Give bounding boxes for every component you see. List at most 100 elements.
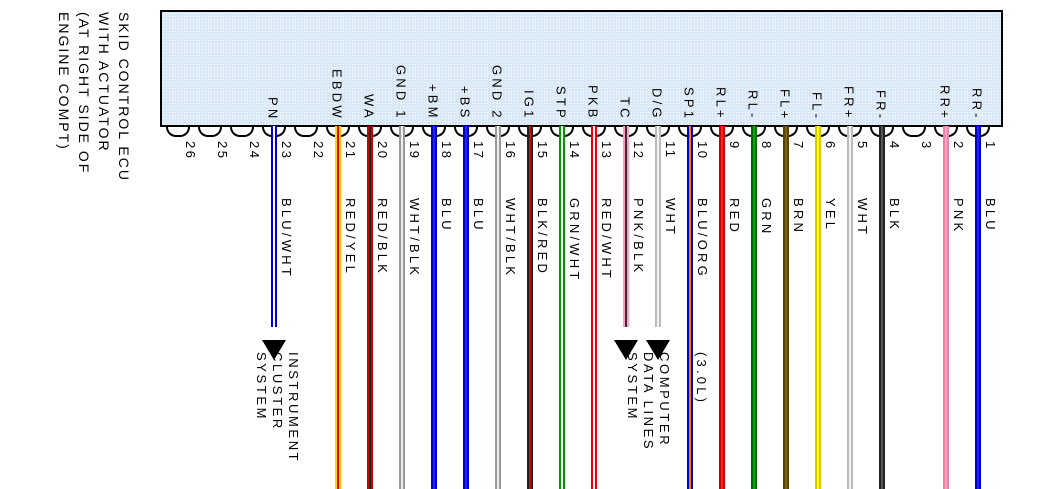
arrow-down-icon (614, 340, 638, 360)
pin-column: SP1 10 BLU/ORG (3.0L) (674, 14, 710, 489)
wire (367, 126, 373, 489)
wire (943, 126, 949, 489)
pin-number: 6 (823, 141, 838, 151)
ecu-connector-box (160, 10, 1003, 127)
pin-column: PKB 13 RED/WHT (578, 14, 614, 489)
pin-box-label: GND 1 (393, 65, 409, 121)
pin-number: 14 (567, 141, 582, 161)
pin-number: 17 (471, 141, 486, 161)
pin-box-label: RL- (745, 90, 761, 121)
pin-number: 22 (311, 141, 326, 161)
pin-number: 7 (791, 141, 806, 151)
ecu-title: SKID CONTROL ECU WITH ACTUATOR (AT RIGHT… (54, 12, 134, 182)
pin-box-label: WA (361, 94, 377, 121)
wire (815, 126, 821, 489)
connector-terminal-arc (902, 126, 926, 137)
pin-box-label: RR- (969, 88, 985, 121)
system-label: INSTRUMENT CLUSTER SYSTEM (254, 352, 301, 464)
pin-number: 25 (215, 141, 230, 161)
wire-color-label: WHT (855, 198, 870, 238)
pin-column: D/G 11 WHT COMPUTER DATA LINES SYSTEM (625, 14, 678, 489)
pin-number: 12 (631, 141, 646, 161)
arrow-down-icon (262, 340, 286, 360)
pin-box-label: SP1 (681, 86, 697, 121)
connector-terminal-arc (294, 126, 318, 137)
connector-terminal-arc (230, 126, 254, 137)
wire (463, 126, 469, 489)
pin-column: RL- 8 GRN (738, 14, 774, 489)
wire-color-label: PNK (951, 198, 966, 235)
pin-number: 3 (919, 141, 934, 151)
wire-color-label: BRN (791, 198, 806, 236)
pin-number: 1 (983, 141, 998, 151)
pin-number: 4 (887, 141, 902, 151)
pin-box-label: TC (617, 97, 633, 121)
pin-box-label: D/G (649, 88, 665, 121)
wire-color-label: BLU (471, 198, 486, 233)
wire-color-label: BLU (983, 198, 998, 233)
ecu-title-line-2: WITH ACTUATOR (96, 12, 112, 153)
pin-column: 22 (290, 14, 326, 489)
wire (879, 126, 885, 489)
wire-color-label: RED/WHT (599, 198, 614, 282)
pin-column: 3 (898, 14, 934, 489)
pin-box-label: RR+ (937, 85, 953, 121)
wire-color-label: WHT (663, 198, 678, 238)
wire (783, 126, 789, 489)
pin-column: STP 14 GRN/WHT (546, 14, 582, 489)
pin-box-label: PKB (585, 85, 601, 121)
pin-number: 5 (855, 141, 870, 151)
wire-color-label: GRN (759, 198, 774, 237)
wire-color-label: BLU/ORG (695, 198, 710, 279)
pin-column: RR+ 2 PNK (930, 14, 966, 489)
pin-box-label: +BM (425, 84, 441, 121)
ecu-title-line-4: ENGINE COMPT) (56, 12, 72, 151)
pin-column: TC 12 PNK/BLK (610, 14, 646, 489)
pin-box-label: RL+ (713, 87, 729, 121)
pin-number: 13 (599, 141, 614, 161)
pin-number: 26 (183, 141, 198, 161)
pin-box-label: +BS (457, 86, 473, 121)
wire (335, 126, 341, 489)
connector-terminal-arc (166, 126, 190, 137)
wire (623, 126, 629, 327)
wire-color-label: PNK/BLK (631, 198, 646, 276)
pin-column: +BS 17 BLU (450, 14, 486, 489)
pin-column: FL- 6 YEL (802, 14, 838, 489)
pin-column: EBDW 21 RED/YEL (322, 14, 358, 489)
pin-box-label: IG1 (521, 90, 537, 121)
pin-column: 24 (226, 14, 262, 489)
pin-number: 24 (247, 141, 262, 161)
wire (719, 126, 725, 489)
engine-variant-note: (3.0L) (694, 352, 709, 406)
pin-column: IG1 15 BLK/RED (514, 14, 550, 489)
wire-color-label: BLU (439, 198, 454, 233)
wire-color-label: RED/YEL (343, 198, 358, 277)
wire (399, 126, 405, 489)
wire (495, 126, 501, 489)
pin-column: RR- 1 BLU (962, 14, 998, 489)
wire (751, 126, 757, 489)
pin-number: 20 (375, 141, 390, 161)
wire (591, 126, 597, 489)
pin-box-label: GND 2 (489, 65, 505, 121)
wire (687, 126, 693, 489)
wire-color-label: BLU/WHT (279, 198, 294, 279)
pin-number: 18 (439, 141, 454, 161)
wire (975, 126, 981, 489)
pin-column: 25 (194, 14, 230, 489)
pin-column: FL+ 7 BRN (770, 14, 806, 489)
pin-number: 10 (695, 141, 710, 161)
pin-box-label: STP (553, 86, 569, 121)
pin-column: 26 (162, 14, 198, 489)
pin-number: 2 (951, 141, 966, 151)
pin-box-label: FL- (809, 91, 825, 121)
wire-color-label: GRN/WHT (567, 198, 582, 283)
ecu-title-line-1: SKID CONTROL ECU (116, 12, 132, 182)
pin-column: PN 23 BLU/WHT INSTRUMENT CLUSTER SYSTEM (254, 14, 301, 489)
pin-number: 15 (535, 141, 550, 161)
wire (847, 126, 853, 489)
system-label: COMPUTER DATA LINES SYSTEM (625, 352, 672, 452)
pin-box-label: FR+ (841, 86, 857, 121)
